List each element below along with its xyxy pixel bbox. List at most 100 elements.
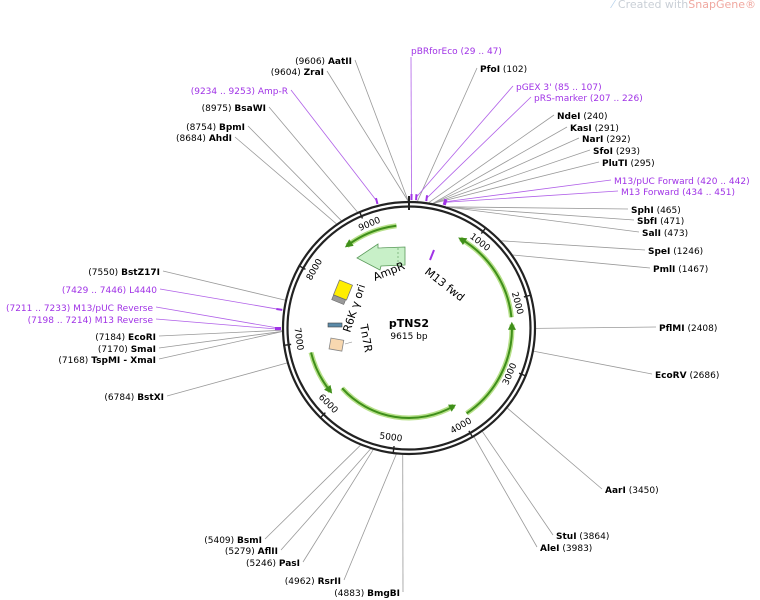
enzyme-name: SfoI <box>593 147 613 157</box>
enzyme-name: AhdI <box>209 134 232 144</box>
primer-l4440-leader-line <box>159 288 280 310</box>
enzyme-label-alei[interactable]: AleI (3983) <box>540 544 592 554</box>
orf-arrowhead-icon <box>458 237 468 245</box>
primer-label-ampr_primer[interactable]: (9234 .. 9253) Amp-R <box>191 87 288 97</box>
enzyme-pmli-leader-line <box>512 254 651 269</box>
enzyme-position: (295) <box>630 159 654 169</box>
enzyme-position: (102) <box>503 65 527 75</box>
enzyme-name: EcoRI <box>128 333 156 343</box>
primer-label-m13puc_rev[interactable]: (7211 .. 7233) M13/pUC Reverse <box>6 304 153 314</box>
enzyme-label-ecori[interactable]: (7184) EcoRI <box>95 333 156 343</box>
enzyme-aflii-leader-line <box>280 448 371 551</box>
primer-site-marker[interactable] <box>276 308 283 311</box>
primer-range: (29 .. 47) <box>461 47 502 57</box>
enzyme-label-nari[interactable]: NarI (292) <box>582 135 630 145</box>
enzyme-label-bmgbi[interactable]: (4883) BmgBI <box>334 589 400 599</box>
m13-fwd-label: M13 fwd <box>422 265 467 304</box>
enzyme-label-stui[interactable]: StuI (3864) <box>556 532 609 542</box>
enzyme-position: (473) <box>664 229 688 239</box>
tn7r-feature[interactable] <box>328 337 345 352</box>
enzyme-label-tspmi[interactable]: (7168) TspMI - XmaI <box>58 356 156 366</box>
enzyme-name: NdeI <box>557 112 580 122</box>
enzyme-name: BstXI <box>137 393 164 403</box>
enzyme-label-kasi[interactable]: KasI (291) <box>570 124 619 134</box>
enzyme-label-ahdi[interactable]: (8684) AhdI <box>176 134 232 144</box>
enzyme-label-bstxi[interactable]: (6784) BstXI <box>104 393 164 403</box>
primer-range: (420 .. 442) <box>697 177 750 187</box>
primer-label-m13_fwd[interactable]: M13 Forward (434 .. 451) <box>621 188 735 198</box>
enzyme-sali-leader-line <box>447 206 640 233</box>
primer-site-marker[interactable] <box>375 197 379 205</box>
enzyme-label-sfoi[interactable]: SfoI (293) <box>593 147 640 157</box>
m13-fwd-feature[interactable] <box>429 249 435 261</box>
primer-range: (434 .. 451) <box>682 188 735 198</box>
primer-label-pbrforeco[interactable]: pBRforEco (29 .. 47) <box>411 47 502 57</box>
enzyme-label-bsmi[interactable]: (5409) BsmI <box>204 536 262 546</box>
enzyme-position: (3983) <box>562 544 592 554</box>
plasmid-name: pTNS2 <box>389 317 429 330</box>
enzyme-name: EcoRV <box>655 371 687 381</box>
enzyme-name: ZraI <box>304 68 324 78</box>
enzyme-name: AflII <box>258 547 278 557</box>
enzyme-label-pflmi[interactable]: PflMI (2408) <box>659 324 717 334</box>
enzyme-bsmi-leader-line <box>264 445 361 540</box>
enzyme-label-zrai[interactable]: (9604) ZraI <box>271 68 324 78</box>
primer-prsmarker-leader-line <box>426 96 532 199</box>
enzyme-position: (1246) <box>673 247 703 257</box>
primer-label-m13_rev[interactable]: (7198 .. 7214) M13 Reverse <box>28 316 154 326</box>
enzyme-label-spei[interactable]: SpeI (1246) <box>648 247 703 257</box>
enzyme-label-aatii[interactable]: (9606) AatII <box>295 57 352 67</box>
primer-m13puc_fwd-leader-line <box>444 179 612 203</box>
enzyme-label-sali[interactable]: SalI (473) <box>642 229 688 239</box>
enzyme-position: (7184) <box>95 333 125 343</box>
enzyme-label-bsawi[interactable]: (8975) BsaWI <box>202 104 266 114</box>
enzyme-label-pfoi[interactable]: PfoI (102) <box>480 65 527 75</box>
enzyme-label-pasi[interactable]: (5246) PasI <box>246 559 300 569</box>
primer-site-marker[interactable] <box>425 195 429 202</box>
enzyme-label-pluti[interactable]: PluTI (295) <box>602 159 655 169</box>
tick-mark <box>523 294 532 298</box>
enzyme-label-ndei[interactable]: NdeI (240) <box>557 112 608 122</box>
enzyme-label-aari[interactable]: AarI (3450) <box>605 486 659 496</box>
enzyme-label-aflii[interactable]: (5279) AflII <box>225 547 278 557</box>
enzyme-label-sbfi[interactable]: SbfI (471) <box>637 217 684 227</box>
primer-label-l4440[interactable]: (7429 .. 7446) L4440 <box>62 286 157 296</box>
tick-mark <box>480 226 487 234</box>
enzyme-position: (1467) <box>678 265 708 275</box>
enzyme-ecorv-leader-line <box>533 350 653 375</box>
enzyme-rsrii-leader-line <box>343 454 397 581</box>
primer-site-marker[interactable] <box>443 199 448 206</box>
enzyme-name: PfoI <box>480 65 500 75</box>
tick-mark <box>392 445 395 455</box>
enzyme-label-sphi[interactable]: SphI (465) <box>631 206 681 216</box>
enzyme-name: BmgBI <box>367 589 400 599</box>
orf-arc[interactable] <box>459 237 513 318</box>
enzyme-position: (6784) <box>104 393 134 403</box>
enzyme-label-bpmi[interactable]: (8754) BpmI <box>186 123 245 133</box>
ampr-feature-arrow[interactable] <box>356 243 406 271</box>
tick-mark <box>298 264 306 270</box>
enzyme-label-pmli[interactable]: PmlI (1467) <box>653 265 708 275</box>
r6k-ori-feature-segment <box>331 294 347 305</box>
primer-label-prsmarker[interactable]: pRS-marker (207 .. 226) <box>534 94 643 104</box>
enzyme-pasi-leader-line <box>302 449 374 563</box>
primer-site-marker[interactable] <box>442 198 447 206</box>
enzyme-label-rsrii[interactable]: (4962) RsrII <box>285 577 341 587</box>
primer-label-pgex3[interactable]: pGEX 3' (85 .. 107) <box>516 83 602 93</box>
enzyme-label-smai[interactable]: (7170) SmaI <box>98 345 156 355</box>
snapgene-logo-icon: ⁄ <box>612 0 614 11</box>
enzyme-label-ecorv[interactable]: EcoRV (2686) <box>655 371 719 381</box>
primer-label-m13puc_fwd[interactable]: M13/pUC Forward (420 .. 442) <box>614 177 750 187</box>
primer-name: L4440 <box>129 286 157 296</box>
enzyme-label-bstz17i[interactable]: (7550) BstZ17I <box>88 268 160 278</box>
small-feature-bar[interactable] <box>327 322 343 328</box>
enzyme-position: (240) <box>583 112 607 122</box>
tick-mark <box>358 210 364 219</box>
orf-arc[interactable] <box>341 387 455 419</box>
primer-range: (7211 .. 7233) <box>6 304 70 314</box>
enzyme-position: (9604) <box>271 68 301 78</box>
enzyme-zrai-leader-line <box>326 70 409 202</box>
enzyme-position: (8684) <box>176 134 206 144</box>
enzyme-alei-leader-line <box>473 436 538 548</box>
orf-arc[interactable] <box>466 324 513 415</box>
